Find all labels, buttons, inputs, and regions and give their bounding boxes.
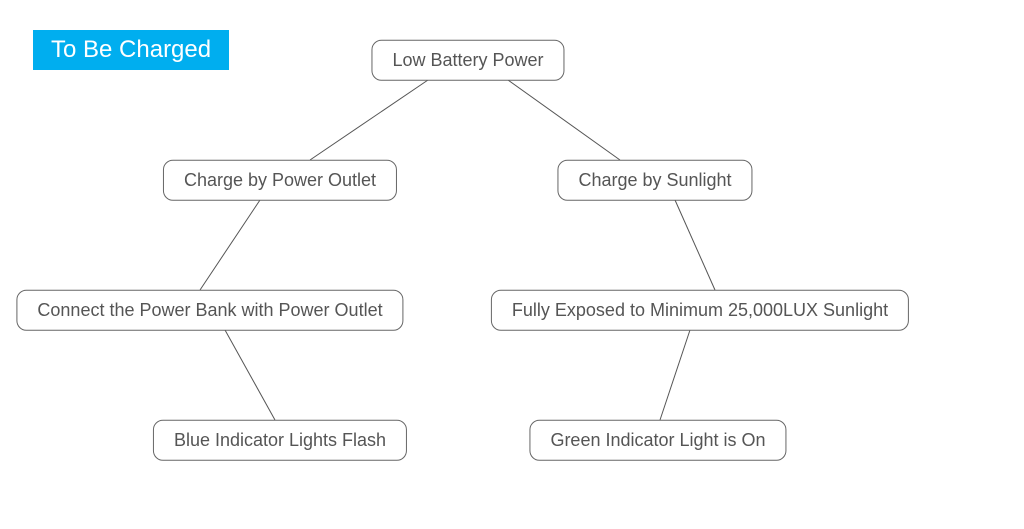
node-lux-sunlight: Fully Exposed to Minimum 25,000LUX Sunli… [491, 290, 909, 331]
title-badge: To Be Charged [33, 30, 229, 70]
node-connect-outlet: Connect the Power Bank with Power Outlet [16, 290, 403, 331]
edge-conn-blue [225, 330, 275, 420]
edge-outlet-conn [200, 200, 260, 290]
node-charge-sunlight: Charge by Sunlight [557, 160, 752, 201]
edge-root-outlet [310, 80, 428, 160]
node-blue-indicator: Blue Indicator Lights Flash [153, 420, 407, 461]
edge-sun-lux [675, 200, 715, 290]
node-green-indicator: Green Indicator Light is On [529, 420, 786, 461]
node-low-battery: Low Battery Power [371, 40, 564, 81]
edge-root-sun [508, 80, 620, 160]
edge-lux-green [660, 330, 690, 420]
node-charge-outlet: Charge by Power Outlet [163, 160, 397, 201]
